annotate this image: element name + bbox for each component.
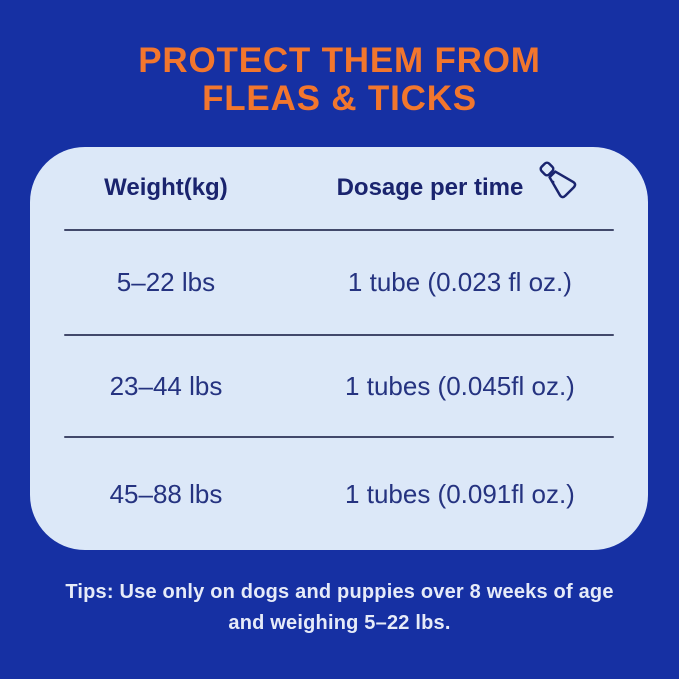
column-header-dosage: Dosage per time: [302, 161, 648, 214]
table-header-row: Weight(kg) Dosage per time: [30, 147, 648, 229]
weight-cell: 23–44 lbs: [109, 370, 223, 401]
divider: [64, 436, 614, 438]
divider: [64, 334, 614, 336]
weight-cell: 5–22 lbs: [116, 267, 216, 297]
tips-line-2: and weighing 5–22 lbs.: [228, 612, 451, 634]
heading-line-1: PROTECT THEM FROM: [138, 41, 541, 80]
heading-line-2: FLEAS & TICKS: [202, 79, 477, 118]
column-header-dosage-label: Dosage per time: [336, 174, 524, 201]
dosage-cell: 1 tube (0.023 fl oz.): [347, 267, 572, 297]
divider: [64, 229, 614, 231]
tips-line-1: Tips: Use only on dogs and puppies over …: [65, 581, 614, 603]
dosage-cell: 1 tubes (0.045fl oz.): [345, 370, 575, 401]
column-header-weight: Weight(kg): [104, 174, 228, 201]
page-title: PROTECT THEM FROM FLEAS & TICKS: [0, 42, 679, 118]
treatment-tube-icon: [531, 153, 583, 205]
weight-cell: 45–88 lbs: [109, 478, 223, 509]
table-row: 45–88 lbs 1 tubes (0.091fl oz.): [30, 438, 648, 550]
dosage-table-card: Weight(kg) Dosage per time 5–22 lbs 1: [30, 147, 648, 550]
tips-text: Tips: Use only on dogs and puppies over …: [0, 577, 679, 639]
dosage-cell: 1 tubes (0.091fl oz.): [345, 478, 575, 509]
table-row: 5–22 lbs 1 tube (0.023 fl oz.): [30, 231, 648, 334]
table-row: 23–44 lbs 1 tubes (0.045fl oz.): [30, 336, 648, 436]
